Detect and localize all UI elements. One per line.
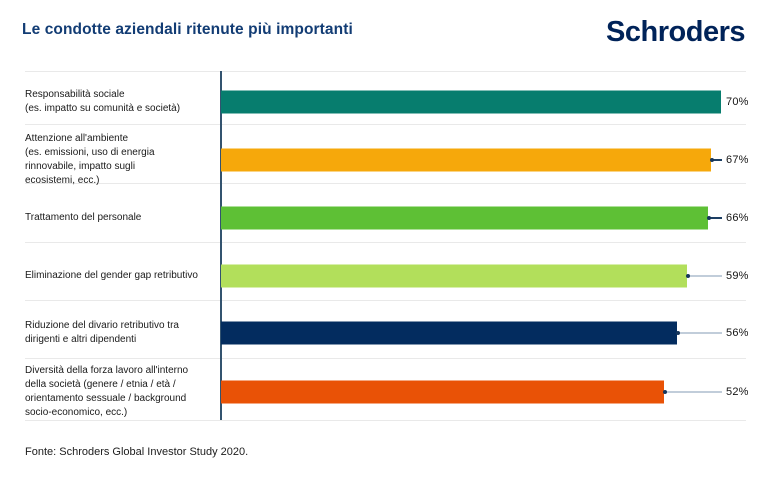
category-label: Diversità della forza lavoro all'interno… <box>25 364 189 418</box>
category-label: Attenzione all'ambiente (es. emissioni, … <box>25 132 155 186</box>
category-bar <box>221 148 711 172</box>
schroders-logo: Schroders <box>606 16 745 48</box>
category-label: Eliminazione del gender gap retributivo <box>25 269 198 281</box>
source-note: Fonte: Schroders Global Investor Study 2… <box>25 446 249 458</box>
value-label: 66% <box>726 211 749 224</box>
leader-dot <box>676 331 680 336</box>
category-label: Riduzione del divario retributivo tra di… <box>25 320 179 346</box>
value-label: 56% <box>726 327 749 340</box>
leader-dot <box>710 157 714 162</box>
category-label: Trattamento del personale <box>25 211 142 223</box>
value-label: 52% <box>726 385 749 398</box>
value-label: 70% <box>726 95 749 108</box>
category-bar <box>221 90 721 113</box>
axis-line <box>220 71 222 420</box>
row-separator <box>25 242 746 243</box>
value-label: 59% <box>726 269 749 282</box>
leader-dot <box>686 273 690 278</box>
row-separator <box>25 124 746 125</box>
category-bar <box>221 321 677 345</box>
category-bar <box>221 380 664 403</box>
row-separator <box>25 71 746 72</box>
leader-line <box>689 274 722 277</box>
category-bar <box>221 264 687 287</box>
leader-line <box>710 216 722 219</box>
leader-line <box>713 158 722 161</box>
leader-line <box>679 332 722 335</box>
row-separator <box>25 300 746 301</box>
category-label: Responsabilità sociale (es. impatto su c… <box>25 88 181 114</box>
row-separator <box>25 420 746 421</box>
row-separator <box>25 357 746 359</box>
leader-line <box>666 390 722 393</box>
value-label: 67% <box>726 153 749 166</box>
category-bar <box>221 206 708 229</box>
leader-dot <box>663 389 667 394</box>
leader-dot <box>707 215 711 220</box>
page-title: Le condotte aziendali ritenute più impor… <box>22 21 353 38</box>
row-separator <box>25 183 746 184</box>
